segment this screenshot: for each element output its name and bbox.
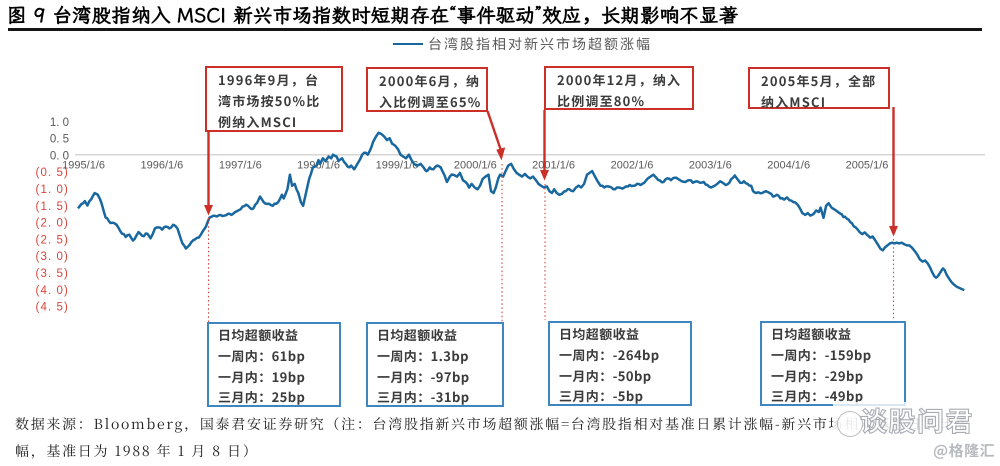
svg-text:1998/1/6: 1998/1/6 bbox=[297, 160, 340, 172]
svg-text:1996/1/6: 1996/1/6 bbox=[140, 160, 183, 172]
svg-text:1997/1/6: 1997/1/6 bbox=[219, 160, 262, 172]
svg-text:2000/1/6: 2000/1/6 bbox=[454, 160, 497, 172]
svg-text:(2. 0): (2. 0) bbox=[36, 218, 69, 230]
svg-text:(3. 0): (3. 0) bbox=[36, 251, 69, 263]
svg-text:1. 0: 1. 0 bbox=[50, 117, 69, 129]
svg-text:(4. 5): (4. 5) bbox=[36, 302, 69, 314]
svg-text:2004/1/6: 2004/1/6 bbox=[767, 160, 810, 172]
svg-text:2003/1/6: 2003/1/6 bbox=[689, 160, 732, 172]
svg-text:(2. 5): (2. 5) bbox=[36, 234, 69, 246]
svg-text:(1. 5): (1. 5) bbox=[36, 201, 69, 213]
svg-text:2002/1/6: 2002/1/6 bbox=[611, 160, 654, 172]
svg-text:2001/1/6: 2001/1/6 bbox=[532, 160, 575, 172]
svg-text:(1. 0): (1. 0) bbox=[36, 184, 69, 196]
svg-text:0. 0: 0. 0 bbox=[50, 150, 69, 162]
svg-text:0. 5: 0. 5 bbox=[50, 134, 69, 146]
svg-text:1995/1/6: 1995/1/6 bbox=[62, 160, 105, 172]
svg-text:1999/1/6: 1999/1/6 bbox=[376, 160, 419, 172]
svg-text:(3. 5): (3. 5) bbox=[36, 268, 69, 280]
svg-text:2005/1/6: 2005/1/6 bbox=[846, 160, 889, 172]
svg-text:(4. 0): (4. 0) bbox=[36, 285, 69, 297]
svg-text:(0. 5): (0. 5) bbox=[36, 167, 69, 179]
